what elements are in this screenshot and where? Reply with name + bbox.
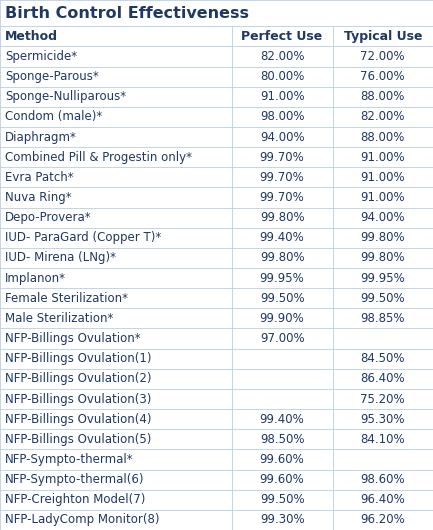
FancyBboxPatch shape: [0, 268, 433, 288]
Text: 96.20%: 96.20%: [360, 514, 405, 526]
Text: 99.95%: 99.95%: [360, 271, 405, 285]
Text: NFP-Sympto-thermal(6): NFP-Sympto-thermal(6): [5, 473, 145, 486]
Text: 80.00%: 80.00%: [260, 70, 304, 83]
Text: Male Sterilization*: Male Sterilization*: [5, 312, 113, 325]
FancyBboxPatch shape: [0, 389, 433, 409]
Text: 99.90%: 99.90%: [260, 312, 304, 325]
Text: Depo-Provera*: Depo-Provera*: [5, 211, 92, 224]
Text: IUD- Mirena (LNg)*: IUD- Mirena (LNg)*: [5, 251, 116, 264]
Text: Typical Use: Typical Use: [343, 30, 422, 43]
Text: Birth Control Effectiveness: Birth Control Effectiveness: [5, 6, 249, 21]
FancyBboxPatch shape: [0, 288, 433, 308]
FancyBboxPatch shape: [0, 349, 433, 369]
Text: Condom (male)*: Condom (male)*: [5, 110, 103, 123]
Text: Implanon*: Implanon*: [5, 271, 66, 285]
Text: IUD- ParaGard (Copper T)*: IUD- ParaGard (Copper T)*: [5, 231, 162, 244]
Text: NFP-Billings Ovulation(5): NFP-Billings Ovulation(5): [5, 433, 152, 446]
Text: 99.80%: 99.80%: [360, 251, 405, 264]
Text: 99.70%: 99.70%: [260, 171, 304, 184]
Text: 98.50%: 98.50%: [260, 433, 304, 446]
Text: 99.80%: 99.80%: [360, 231, 405, 244]
Text: 75.20%: 75.20%: [360, 393, 405, 405]
Text: 98.85%: 98.85%: [361, 312, 405, 325]
Text: 99.60%: 99.60%: [260, 473, 304, 486]
Text: 98.00%: 98.00%: [260, 110, 304, 123]
FancyBboxPatch shape: [0, 228, 433, 248]
Text: NFP-Sympto-thermal*: NFP-Sympto-thermal*: [5, 453, 134, 466]
Text: Diaphragm*: Diaphragm*: [5, 130, 77, 144]
Text: Sponge-Nulliparous*: Sponge-Nulliparous*: [5, 90, 126, 103]
Text: 84.50%: 84.50%: [361, 352, 405, 365]
Text: 95.30%: 95.30%: [361, 413, 405, 426]
Text: 99.30%: 99.30%: [260, 514, 304, 526]
FancyBboxPatch shape: [0, 86, 433, 107]
Text: NFP-Billings Ovulation(4): NFP-Billings Ovulation(4): [5, 413, 152, 426]
FancyBboxPatch shape: [0, 127, 433, 147]
Text: 76.00%: 76.00%: [360, 70, 405, 83]
Text: NFP-Creighton Model(7): NFP-Creighton Model(7): [5, 493, 145, 506]
Text: NFP-Billings Ovulation(1): NFP-Billings Ovulation(1): [5, 352, 152, 365]
FancyBboxPatch shape: [0, 510, 433, 530]
Text: 94.00%: 94.00%: [260, 130, 304, 144]
Text: 99.80%: 99.80%: [260, 211, 304, 224]
Text: 91.00%: 91.00%: [260, 90, 304, 103]
Text: 94.00%: 94.00%: [360, 211, 405, 224]
Text: 99.80%: 99.80%: [260, 251, 304, 264]
Text: 84.10%: 84.10%: [360, 433, 405, 446]
Text: 86.40%: 86.40%: [360, 373, 405, 385]
FancyBboxPatch shape: [0, 329, 433, 349]
Text: NFP-LadyComp Monitor(8): NFP-LadyComp Monitor(8): [5, 514, 160, 526]
Text: 82.00%: 82.00%: [260, 50, 304, 63]
Text: 97.00%: 97.00%: [260, 332, 304, 345]
Text: 91.00%: 91.00%: [360, 191, 405, 204]
FancyBboxPatch shape: [0, 490, 433, 510]
Text: 99.70%: 99.70%: [260, 191, 304, 204]
Text: 99.50%: 99.50%: [260, 292, 304, 305]
FancyBboxPatch shape: [0, 429, 433, 449]
Text: 91.00%: 91.00%: [360, 171, 405, 184]
Text: 99.50%: 99.50%: [260, 493, 304, 506]
Text: 99.95%: 99.95%: [260, 271, 304, 285]
FancyBboxPatch shape: [0, 0, 433, 26]
Text: 99.60%: 99.60%: [260, 453, 304, 466]
Text: NFP-Billings Ovulation(3): NFP-Billings Ovulation(3): [5, 393, 152, 405]
FancyBboxPatch shape: [0, 66, 433, 86]
Text: 99.70%: 99.70%: [260, 151, 304, 164]
Text: Evra Patch*: Evra Patch*: [5, 171, 74, 184]
Text: NFP-Billings Ovulation(2): NFP-Billings Ovulation(2): [5, 373, 152, 385]
FancyBboxPatch shape: [0, 167, 433, 188]
FancyBboxPatch shape: [0, 409, 433, 429]
Text: Sponge-Parous*: Sponge-Parous*: [5, 70, 99, 83]
Text: Nuva Ring*: Nuva Ring*: [5, 191, 72, 204]
Text: 99.40%: 99.40%: [260, 231, 304, 244]
Text: Combined Pill & Progestin only*: Combined Pill & Progestin only*: [5, 151, 192, 164]
Text: Female Sterilization*: Female Sterilization*: [5, 292, 128, 305]
FancyBboxPatch shape: [0, 46, 433, 66]
FancyBboxPatch shape: [0, 147, 433, 167]
Text: 99.50%: 99.50%: [360, 292, 405, 305]
FancyBboxPatch shape: [0, 188, 433, 208]
FancyBboxPatch shape: [0, 369, 433, 389]
Text: 99.40%: 99.40%: [260, 413, 304, 426]
Text: NFP-Billings Ovulation*: NFP-Billings Ovulation*: [5, 332, 141, 345]
FancyBboxPatch shape: [0, 26, 433, 46]
Text: 72.00%: 72.00%: [360, 50, 405, 63]
FancyBboxPatch shape: [0, 107, 433, 127]
Text: 98.60%: 98.60%: [360, 473, 405, 486]
FancyBboxPatch shape: [0, 449, 433, 470]
Text: 88.00%: 88.00%: [361, 130, 405, 144]
Text: Perfect Use: Perfect Use: [242, 30, 323, 43]
Text: 88.00%: 88.00%: [361, 90, 405, 103]
Text: Spermicide*: Spermicide*: [5, 50, 78, 63]
FancyBboxPatch shape: [0, 308, 433, 329]
Text: 91.00%: 91.00%: [360, 151, 405, 164]
FancyBboxPatch shape: [0, 208, 433, 228]
FancyBboxPatch shape: [0, 248, 433, 268]
FancyBboxPatch shape: [0, 470, 433, 490]
Text: Method: Method: [5, 30, 58, 43]
Text: 82.00%: 82.00%: [361, 110, 405, 123]
Text: 96.40%: 96.40%: [360, 493, 405, 506]
